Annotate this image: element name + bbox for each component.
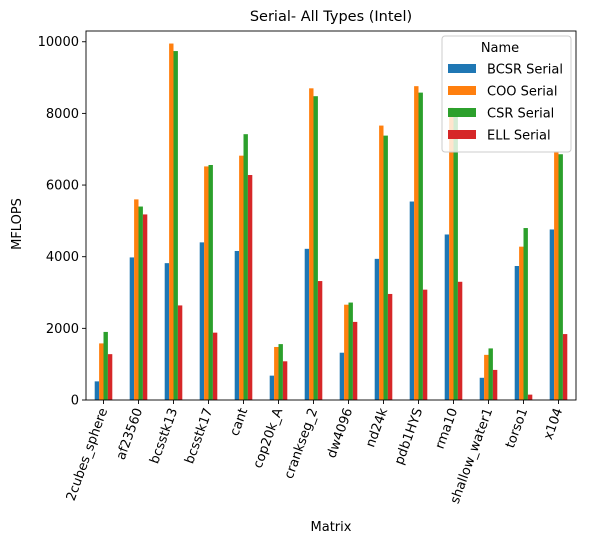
x-tick-label: 2cubes_sphere — [64, 406, 111, 503]
bar-ell-serial-nd24k — [387, 293, 393, 400]
bar-ell-serial-cop20k_A — [282, 361, 288, 400]
bar-bcsr-serial-bcsstk17 — [199, 242, 205, 400]
legend-swatch-csr-serial — [448, 108, 476, 117]
x-tick-label: x104 — [541, 406, 566, 442]
x-tick-label: cant — [227, 406, 251, 438]
legend: Name BCSR Serial COO Serial CSR Serial ELL S… — [441, 35, 572, 153]
bar-csr-serial-pdb1HYS — [418, 92, 423, 401]
bar-bcsr-serial-rma10 — [444, 234, 450, 400]
bar-coo-serial-bcsstk13 — [169, 43, 174, 400]
bar-csr-serial-x104 — [558, 154, 563, 400]
bar-ell-serial-af23560 — [142, 214, 148, 400]
bar-coo-serial-cop20k_A — [274, 346, 279, 400]
legend-label-coo-serial: COO Serial — [487, 85, 557, 100]
bar-csr-serial-dw4096 — [348, 302, 353, 400]
bar-bcsr-serial-nd24k — [374, 258, 380, 400]
x-tick-label: crankseg_2 — [282, 406, 321, 481]
bar-bcsr-serial-dw4096 — [339, 352, 345, 400]
bar-coo-serial-rma10 — [449, 107, 454, 401]
bar-coo-serial-cant — [239, 155, 244, 400]
y-tick-label: 8000 — [46, 107, 79, 122]
bar-ell-serial-rma10 — [457, 281, 463, 400]
bar-coo-serial-bcsstk17 — [204, 166, 209, 400]
legend-label-csr-serial: CSR Serial — [487, 107, 554, 122]
bar-csr-serial-cant — [243, 134, 248, 400]
bar-coo-serial-torso1 — [519, 246, 524, 400]
x-axis-title: Matrix — [311, 520, 352, 535]
bar-csr-serial-bcsstk17 — [208, 164, 213, 400]
x-tick-label: bcsstk17 — [182, 406, 216, 466]
bar-csr-serial-nd24k — [383, 135, 388, 401]
bar-csr-serial-torso1 — [523, 228, 528, 400]
bar-coo-serial-2cubes_sphere — [99, 343, 104, 400]
y-tick-label: 6000 — [46, 179, 79, 194]
bar-ell-serial-crankseg_2 — [317, 281, 323, 400]
bar-bcsr-serial-2cubes_sphere — [94, 381, 100, 400]
x-tick-label: af23560 — [114, 406, 147, 462]
bar-coo-serial-x104 — [554, 151, 559, 400]
legend-swatch-bcsr-serial — [448, 64, 476, 73]
legend-label-ell-serial: ELL Serial — [487, 129, 551, 144]
legend-title: Name — [481, 41, 519, 56]
bar-csr-serial-cop20k_A — [278, 344, 283, 400]
bar-bcsr-serial-x104 — [549, 229, 555, 400]
bar-coo-serial-shallow_water1 — [484, 354, 489, 400]
bar-ell-serial-shallow_water1 — [492, 369, 498, 400]
bar-bcsr-serial-cant — [234, 250, 240, 400]
bar-csr-serial-crankseg_2 — [313, 96, 318, 400]
bar-ell-serial-bcsstk13 — [177, 305, 183, 400]
y-tick-label: 2000 — [46, 322, 79, 337]
y-tick-label: 10000 — [38, 35, 79, 50]
bar-csr-serial-2cubes_sphere — [103, 331, 108, 400]
legend-swatch-ell-serial — [448, 130, 476, 139]
legend-label-bcsr-serial: BCSR Serial — [487, 63, 563, 78]
bar-ell-serial-cant — [247, 175, 253, 400]
bar-coo-serial-dw4096 — [344, 304, 349, 400]
plot-frame — [85, 30, 577, 401]
bar-ell-serial-torso1 — [527, 394, 533, 400]
bar-csr-serial-bcsstk13 — [173, 51, 178, 401]
x-tick-label: pdb1HYS — [392, 406, 426, 467]
bar-ell-serial-x104 — [562, 334, 568, 400]
y-tick-label: 4000 — [46, 250, 79, 265]
bar-bcsr-serial-torso1 — [514, 266, 520, 400]
x-tick-label: rma10 — [433, 406, 462, 451]
bar-ell-serial-dw4096 — [352, 321, 358, 400]
y-tick-label: 0 — [71, 394, 79, 409]
x-tick-label: cop20k_A — [251, 406, 287, 470]
bar-bcsr-serial-cop20k_A — [269, 375, 275, 400]
bar-csr-serial-rma10 — [453, 112, 458, 401]
bar-bcsr-serial-bcsstk13 — [164, 263, 170, 400]
bar-coo-serial-af23560 — [134, 199, 139, 400]
bar-ell-serial-2cubes_sphere — [107, 354, 113, 400]
chart-title: Serial- All Types (Intel) — [250, 9, 412, 25]
bar-coo-serial-crankseg_2 — [309, 88, 314, 400]
legend-swatch-coo-serial — [448, 86, 476, 95]
bar-csr-serial-shallow_water1 — [488, 348, 493, 400]
y-axis-title: MFLOPS — [10, 198, 25, 250]
bar-coo-serial-pdb1HYS — [414, 86, 419, 401]
bar-bcsr-serial-pdb1HYS — [409, 201, 415, 400]
bar-bcsr-serial-af23560 — [129, 257, 135, 400]
bar-coo-serial-nd24k — [379, 125, 384, 400]
x-tick-label: torso1 — [503, 406, 531, 450]
bar-ell-serial-pdb1HYS — [422, 289, 428, 400]
x-tick-label: dw4096 — [324, 406, 356, 460]
bar-bcsr-serial-shallow_water1 — [479, 377, 485, 400]
bar-bcsr-serial-crankseg_2 — [304, 248, 310, 400]
x-tick-label: bcsstk13 — [147, 406, 181, 466]
bar-ell-serial-bcsstk17 — [212, 332, 218, 400]
x-tick-label: nd24k — [363, 406, 391, 450]
bar-csr-serial-af23560 — [138, 206, 143, 400]
